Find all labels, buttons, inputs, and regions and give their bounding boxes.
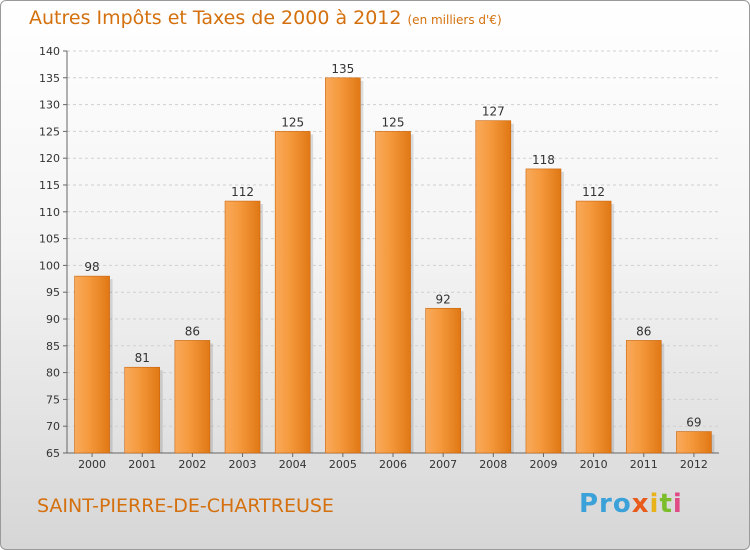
y-tick-label: 135 (39, 72, 60, 85)
x-tick-label: 2003 (229, 458, 257, 471)
bar (625, 340, 662, 454)
x-tick-label: 2010 (580, 458, 608, 471)
data-label: 112 (231, 185, 254, 199)
data-label: 98 (84, 260, 99, 274)
x-tick-label: 2000 (78, 458, 106, 471)
data-label: 81 (135, 351, 150, 365)
y-tick-label: 75 (46, 393, 60, 406)
x-tick-label: 2004 (279, 458, 307, 471)
data-label: 112 (582, 185, 605, 199)
bar (174, 340, 211, 454)
data-label: 118 (532, 153, 555, 167)
data-label: 92 (436, 292, 451, 306)
y-tick-label: 125 (39, 125, 60, 138)
y-tick-label: 70 (46, 420, 60, 433)
y-tick-label: 100 (39, 259, 60, 272)
bar (676, 431, 712, 454)
title-text: Autres Impôts et Taxes de 2000 à 2012 (29, 7, 402, 29)
city-name: SAINT-PIERRE-DE-CHARTREUSE (37, 495, 334, 517)
bar (325, 77, 361, 454)
x-tick-label: 2008 (479, 458, 507, 471)
y-tick-label: 120 (39, 152, 60, 165)
y-tick-label: 140 (39, 45, 60, 58)
x-tick-label: 2005 (329, 458, 357, 471)
bar (575, 200, 612, 454)
y-tick-label: 105 (39, 233, 60, 246)
bar (425, 307, 461, 454)
data-label: 125 (281, 115, 304, 129)
x-tick-label: 2002 (178, 458, 206, 471)
y-tick-label: 80 (46, 367, 60, 380)
bar (475, 120, 512, 454)
x-tick-label: 2001 (128, 458, 156, 471)
y-tick-label: 90 (46, 313, 60, 326)
unit-label: (en milliers d'€) (407, 13, 502, 27)
y-tick-label: 115 (39, 179, 60, 192)
data-label: 86 (185, 324, 200, 338)
x-tick-label: 2006 (379, 458, 407, 471)
x-tick-label: 2009 (529, 458, 557, 471)
bar (124, 366, 161, 454)
bar (525, 168, 562, 454)
data-label: 135 (331, 62, 354, 76)
data-label: 69 (686, 416, 701, 430)
bar (74, 275, 110, 454)
data-label: 127 (482, 105, 505, 119)
x-tick-label: 2012 (680, 458, 708, 471)
bar (375, 131, 411, 454)
chart-title: Autres Impôts et Taxes de 2000 à 2012 (en… (29, 7, 502, 29)
data-label: 86 (636, 324, 651, 338)
y-tick-label: 110 (39, 206, 60, 219)
proxiti-logo: Proxiti (579, 489, 683, 519)
y-tick-label: 85 (46, 340, 60, 353)
bar (274, 131, 311, 454)
x-tick-label: 2011 (630, 458, 658, 471)
y-tick-label: 65 (46, 447, 60, 460)
y-tick-label: 95 (46, 286, 60, 299)
y-tick-label: 130 (39, 99, 60, 112)
x-tick-label: 2007 (429, 458, 457, 471)
data-label: 125 (382, 115, 405, 129)
bar (224, 200, 261, 454)
